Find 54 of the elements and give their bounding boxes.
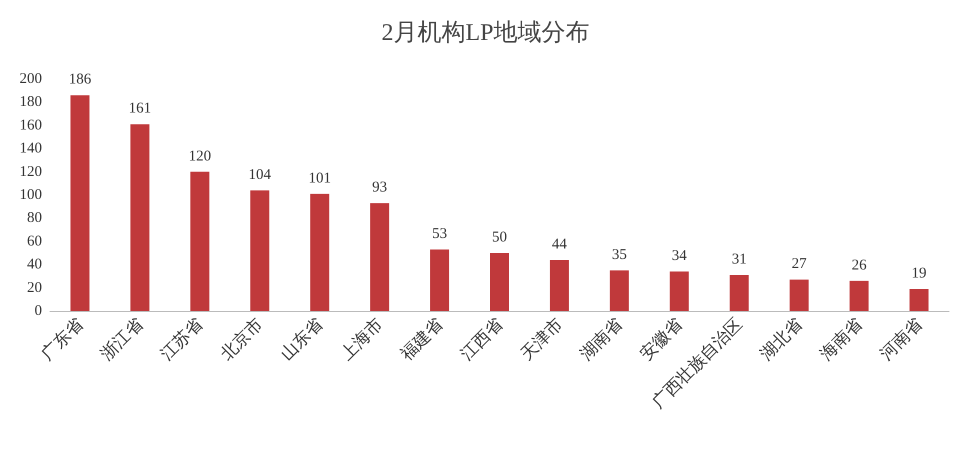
data-label: 50	[492, 230, 507, 246]
data-label: 101	[308, 170, 331, 186]
y-tick-label: 180	[20, 94, 42, 110]
data-label: 161	[128, 100, 152, 117]
y-tick-label: 120	[20, 164, 42, 180]
bar	[670, 272, 689, 311]
x-tick-label: 湖南省	[576, 314, 626, 364]
data-label: 93	[372, 180, 388, 196]
x-tick-label: 浙江省	[97, 314, 147, 364]
data-label: 53	[432, 226, 448, 242]
bar	[790, 280, 809, 311]
x-tick-label: 湖北省	[756, 314, 806, 364]
x-tick-label: 山东省	[276, 314, 326, 364]
bar	[70, 95, 90, 311]
bar	[850, 280, 869, 311]
x-tick-label: 福建省	[396, 314, 446, 364]
bar	[550, 260, 569, 311]
y-tick-label: 140	[20, 140, 42, 157]
data-label: 19	[912, 265, 927, 282]
bar	[250, 190, 270, 311]
y-tick-label: 100	[20, 187, 42, 203]
x-tick-label: 海南省	[816, 314, 866, 364]
data-label: 104	[248, 166, 272, 183]
y-tick-label: 160	[20, 117, 42, 134]
y-tick-label: 200	[20, 71, 42, 87]
x-tick-label: 安徽省	[636, 314, 686, 364]
bar	[310, 194, 330, 311]
bar	[370, 203, 390, 311]
y-tick-label: 80	[27, 210, 42, 226]
bar	[910, 288, 929, 311]
x-tick-label: 江西省	[456, 314, 506, 364]
chart-title: 2月机构LP地域分布	[381, 20, 590, 46]
data-label: 120	[188, 148, 212, 164]
data-label: 34	[672, 248, 688, 264]
y-tick-label: 60	[27, 233, 42, 250]
data-label: 26	[852, 257, 868, 274]
bar	[130, 124, 150, 311]
x-tick-label: 天津市	[516, 314, 566, 364]
bar	[490, 253, 509, 311]
x-tick-label: 上海市	[336, 314, 386, 364]
y-tick-label: 40	[27, 256, 42, 273]
bar	[730, 275, 749, 311]
x-tick-label: 北京市	[216, 314, 266, 364]
bar	[430, 250, 450, 311]
data-label: 27	[792, 256, 808, 272]
data-label: 44	[552, 236, 568, 252]
data-label: 35	[612, 246, 627, 263]
data-label: 186	[68, 72, 92, 88]
data-label: 31	[732, 252, 747, 268]
bar	[190, 172, 210, 311]
bar	[610, 270, 629, 311]
x-tick-label: 江苏省	[157, 314, 207, 364]
y-tick-label: 20	[27, 280, 42, 296]
x-tick-label: 河南省	[876, 314, 926, 364]
